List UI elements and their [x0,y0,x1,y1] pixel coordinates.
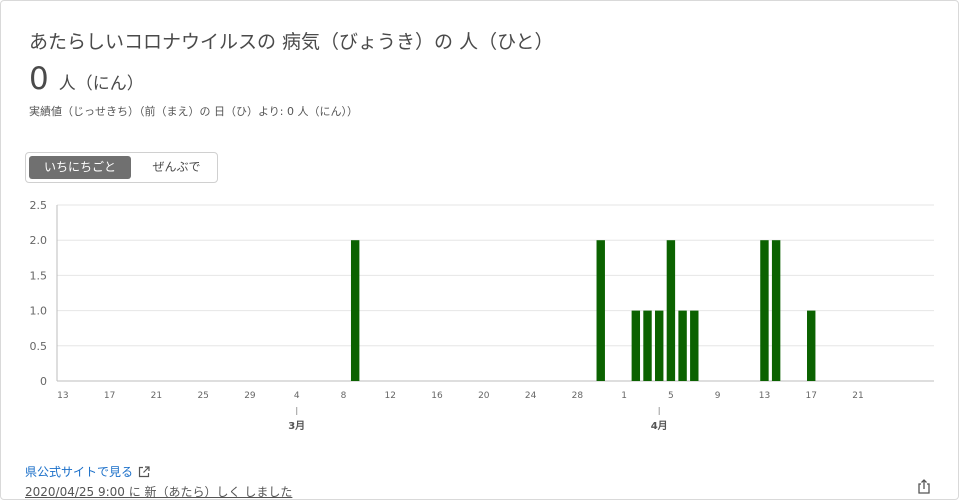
x-tick-label: 13 [759,391,770,401]
x-tick-label: 12 [385,391,396,401]
official-site-link-label: 県公式サイトで見る [25,465,134,479]
data-bar [654,310,664,381]
data-bar [350,240,360,381]
x-tick-label: 5 [668,391,674,401]
external-link-icon [138,465,150,477]
x-tick-label: 21 [151,391,162,401]
x-tick-label: 9 [715,391,721,401]
x-tick-label: 24 [525,391,537,401]
daily-toggle-button[interactable]: いちにちごと [29,156,131,179]
data-bar [643,310,652,381]
x-tick-label: 17 [104,391,115,401]
x-tick-label: 28 [572,391,584,401]
x-tick-label: 13 [57,391,68,401]
data-bar [807,310,816,381]
cumulative-toggle-button[interactable]: ぜんぶで [152,160,201,174]
card-title: あたらしいコロナウイルスの 病気（びょうき）の 人（ひと） [29,31,554,53]
data-bar [596,240,605,381]
month-label: 4月 [651,420,668,432]
x-tick-label: 21 [852,391,863,401]
x-tick-label: 4 [294,391,300,401]
x-tick-label: 8 [341,391,347,401]
y-tick-label: 2.5 [30,199,48,212]
current-value-unit: 人（にん） [58,74,144,94]
y-tick-label: 1.5 [30,269,48,282]
current-value-number: 0 [29,61,49,97]
y-tick-label: 1.0 [30,305,48,318]
y-tick-label: 0.5 [30,340,48,353]
data-bar [771,240,781,381]
x-tick-label: 29 [244,391,256,401]
x-tick-label: 25 [197,391,208,401]
bar-chart: 0 0.5 1.0 1.5 2.0 2.5 13 17 21 25 29 4 8 12 16 20 24 28 1 5… [30,199,934,432]
data-type-toggle: いちにちごと ぜんぶで [25,152,218,183]
data-bar [631,310,641,381]
last-updated: 2020/04/25 9:00 に 新（あたら）しく しました [25,485,293,499]
data-bar [690,310,699,381]
data-bar [760,240,769,381]
y-tick-label: 0 [40,375,47,388]
x-tick-label: 1 [621,391,627,401]
x-tick-label: 17 [805,391,816,401]
data-bar [666,240,676,381]
share-icon[interactable] [916,479,932,495]
x-tick-label: 20 [478,391,490,401]
y-tick-label: 2.0 [30,234,48,247]
official-site-link[interactable]: 県公式サイトで見る [25,463,150,480]
delta-text: 実績値（じっせきち）（前（まえ）の 日（ひ）より: 0 人（にん）） [29,105,358,118]
current-value: 0 人（にん） [29,61,144,97]
month-label: 3月 [288,420,305,432]
x-tick-label: 16 [431,391,443,401]
data-bar [678,310,687,381]
